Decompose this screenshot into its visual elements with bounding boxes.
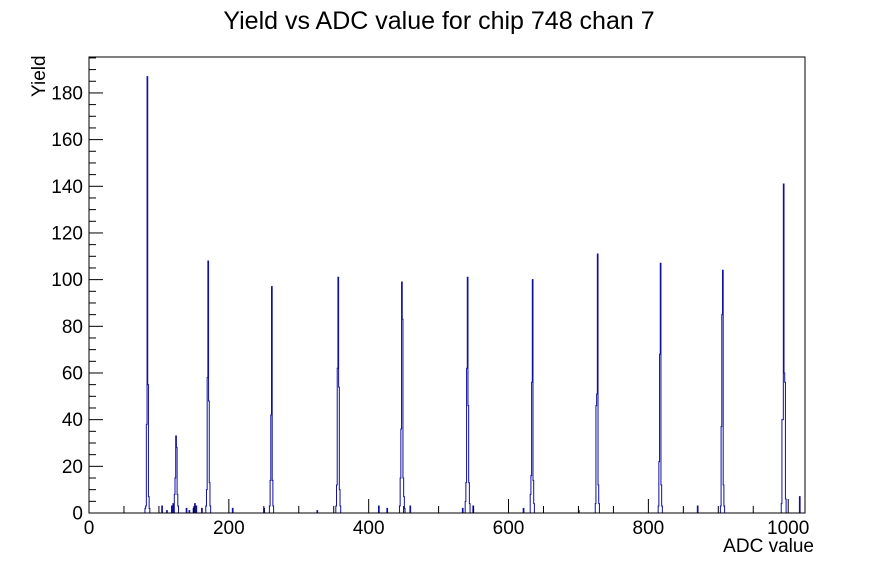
y-tick-label: 0 xyxy=(72,504,83,525)
y-tick-label: 120 xyxy=(51,224,83,245)
x-tick-label: 800 xyxy=(633,518,665,539)
chart-title: Yield vs ADC value for chip 748 chan 7 xyxy=(223,7,655,35)
x-tick-label: 200 xyxy=(213,518,245,539)
y-tick-label: 40 xyxy=(62,410,83,431)
y-tick-label: 80 xyxy=(62,317,83,338)
y-tick-label: 140 xyxy=(51,177,83,198)
y-tick-label: 20 xyxy=(62,457,83,478)
x-tick-label: 400 xyxy=(353,518,385,539)
histogram-line xyxy=(89,76,805,514)
x-tick-label: 0 xyxy=(84,518,95,539)
y-tick-label: 180 xyxy=(51,83,83,104)
plot-frame xyxy=(88,56,806,514)
x-tick-label: 600 xyxy=(493,518,525,539)
y-tick-label: 100 xyxy=(51,270,83,291)
y-tick-label: 160 xyxy=(51,130,83,151)
x-tick-label: 1000 xyxy=(767,518,809,539)
x-axis-title: ADC value xyxy=(723,536,814,557)
y-tick-label: 60 xyxy=(62,364,83,385)
